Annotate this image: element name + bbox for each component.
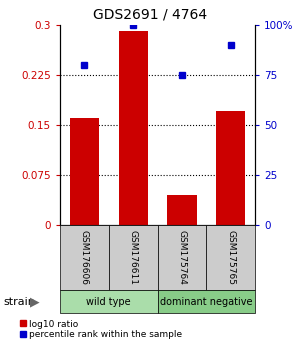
Text: wild type: wild type — [86, 297, 131, 307]
Bar — [118, 32, 148, 225]
Text: GSM176611: GSM176611 — [129, 230, 138, 285]
Text: GSM175764: GSM175764 — [177, 230, 186, 285]
Bar — [167, 195, 196, 225]
Text: ▶: ▶ — [30, 295, 39, 308]
Legend: log10 ratio, percentile rank within the sample: log10 ratio, percentile rank within the … — [20, 320, 183, 339]
Text: strain: strain — [3, 297, 35, 307]
Text: dominant negative: dominant negative — [160, 297, 253, 307]
Bar — [70, 118, 99, 225]
Bar — [216, 112, 245, 225]
Text: GDS2691 / 4764: GDS2691 / 4764 — [93, 7, 207, 21]
Text: GSM175765: GSM175765 — [226, 230, 235, 285]
Text: GSM176606: GSM176606 — [80, 230, 89, 285]
